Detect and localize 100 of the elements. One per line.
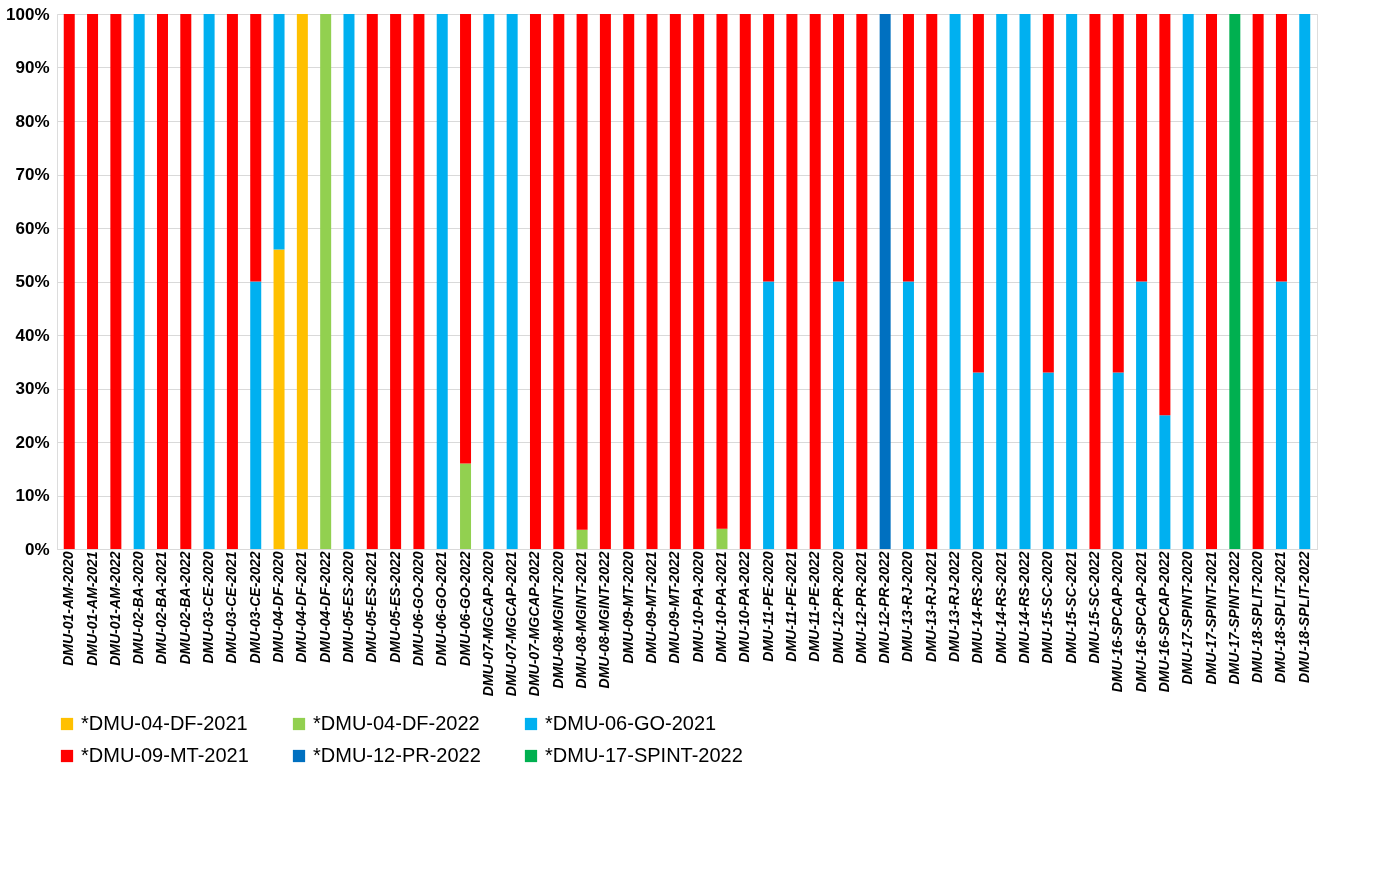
bar bbox=[1252, 14, 1264, 549]
y-tick-label: 70% bbox=[15, 165, 50, 184]
bar bbox=[763, 281, 775, 549]
x-tick-label: DMU-16-SPCAP-2022 bbox=[1155, 551, 1172, 693]
x-tick-label: DMU-01-AM-2022 bbox=[106, 551, 123, 666]
bar bbox=[460, 14, 472, 464]
x-tick-label: DMU-15-SC-2021 bbox=[1062, 551, 1079, 664]
x-tick-label: DMU-15-SC-2022 bbox=[1085, 551, 1102, 664]
legend-label: *DMU-06-GO-2021 bbox=[545, 712, 717, 734]
x-tick-label: DMU-06-GO-2021 bbox=[433, 551, 450, 666]
bar bbox=[1275, 281, 1287, 549]
legend-label: *DMU-04-DF-2022 bbox=[313, 712, 480, 734]
bar bbox=[926, 14, 938, 549]
bar bbox=[506, 14, 518, 549]
y-tick-label: 100% bbox=[6, 4, 50, 24]
x-tick-label: DMU-10-PA-2021 bbox=[712, 551, 729, 663]
bar bbox=[1182, 14, 1194, 549]
x-tick-label: DMU-02-BA-2022 bbox=[176, 551, 193, 665]
bar bbox=[833, 14, 845, 282]
x-tick-label: DMU-01-AM-2021 bbox=[83, 551, 100, 666]
x-tick-label: DMU-14-RS-2021 bbox=[992, 551, 1009, 664]
bar bbox=[1159, 14, 1171, 416]
bar bbox=[1066, 14, 1078, 549]
x-tick-label: DMU-18-SPLIT-2022 bbox=[1295, 551, 1312, 683]
bar bbox=[693, 14, 705, 549]
bar bbox=[809, 14, 821, 549]
bar bbox=[203, 14, 215, 549]
x-tick-label: DMU-08-MGINT-2020 bbox=[549, 551, 566, 689]
bar bbox=[273, 249, 285, 549]
legend-label: *DMU-09-MT-2021 bbox=[81, 744, 249, 766]
x-tick-label: DMU-13-RJ-2022 bbox=[946, 551, 963, 662]
y-tick-label: 40% bbox=[15, 325, 50, 345]
legend-label: *DMU-04-DF-2021 bbox=[81, 712, 248, 734]
x-tick-label: DMU-08-MGINT-2021 bbox=[573, 551, 590, 689]
x-tick-label: DMU-17-SPINT-2020 bbox=[1179, 551, 1196, 685]
bar bbox=[390, 14, 402, 549]
bar bbox=[529, 14, 541, 549]
y-tick-label: 60% bbox=[15, 218, 50, 238]
x-tick-label: DMU-13-RJ-2021 bbox=[922, 551, 939, 662]
x-tick-label: DMU-04-DF-2021 bbox=[293, 551, 310, 663]
x-tick-label: DMU-10-PA-2022 bbox=[736, 551, 753, 663]
bar bbox=[1112, 372, 1124, 549]
y-tick-label: 0% bbox=[24, 539, 50, 559]
bar bbox=[226, 14, 238, 549]
x-tick-label: DMU-04-DF-2022 bbox=[316, 551, 333, 663]
bar bbox=[1275, 14, 1287, 282]
bar bbox=[413, 14, 425, 549]
x-tick-label: DMU-03-CE-2022 bbox=[246, 551, 263, 664]
x-tick-label: DMU-09-MT-2021 bbox=[643, 551, 660, 664]
bar bbox=[156, 14, 168, 549]
x-tick-label: DMU-18-SPLIT-2020 bbox=[1249, 551, 1266, 683]
x-tick-label: DMU-08-MGINT-2022 bbox=[596, 551, 613, 689]
bar bbox=[343, 14, 355, 549]
y-tick-label: 50% bbox=[15, 272, 50, 291]
bar bbox=[1019, 14, 1031, 549]
bar bbox=[296, 14, 308, 549]
x-tick-label: DMU-18-SPLIT-2021 bbox=[1272, 551, 1289, 683]
x-tick-label: DMU-12-PR-2020 bbox=[829, 551, 846, 664]
x-tick-label: DMU-13-RJ-2020 bbox=[899, 551, 916, 662]
x-tick-label: DMU-06-GO-2020 bbox=[409, 551, 426, 666]
x-tick-label: DMU-10-PA-2020 bbox=[689, 551, 706, 663]
bar bbox=[902, 281, 914, 549]
bar bbox=[87, 14, 99, 549]
bar bbox=[1299, 14, 1311, 549]
x-tick-label: DMU-02-BA-2021 bbox=[153, 551, 170, 665]
bar bbox=[483, 14, 495, 549]
x-tick-label: DMU-11-PE-2021 bbox=[782, 551, 799, 662]
bar bbox=[599, 14, 611, 549]
bar bbox=[1136, 281, 1148, 549]
x-tick-label: DMU-07-MGCAP-2022 bbox=[526, 551, 543, 697]
bar bbox=[436, 14, 448, 549]
bar bbox=[996, 14, 1008, 549]
y-tick-label: 10% bbox=[15, 486, 50, 505]
x-tick-label: DMU-07-MGCAP-2020 bbox=[479, 551, 496, 697]
bar bbox=[716, 14, 728, 529]
bar bbox=[739, 14, 751, 549]
bar bbox=[366, 14, 378, 549]
bar bbox=[110, 14, 122, 549]
bar bbox=[972, 372, 984, 549]
bar bbox=[786, 14, 798, 549]
x-tick-label: DMU-16-SPCAP-2021 bbox=[1132, 551, 1149, 693]
bar bbox=[320, 14, 332, 549]
bar bbox=[949, 14, 961, 549]
bar bbox=[833, 281, 845, 549]
bar bbox=[716, 528, 728, 549]
bar bbox=[133, 14, 145, 549]
bar bbox=[1042, 14, 1054, 373]
x-tick-label: DMU-09-MT-2020 bbox=[619, 551, 636, 664]
x-tick-label: DMU-16-SPCAP-2020 bbox=[1109, 551, 1126, 693]
x-tick-label: DMU-04-DF-2020 bbox=[270, 551, 287, 663]
x-tick-label: DMU-03-CE-2021 bbox=[223, 551, 240, 664]
bar bbox=[623, 14, 635, 549]
x-tick-label: DMU-14-RS-2022 bbox=[1016, 551, 1033, 664]
bar bbox=[1206, 14, 1218, 549]
bar bbox=[1136, 14, 1148, 282]
x-tick-label: DMU-11-PE-2022 bbox=[806, 551, 823, 662]
y-tick-label: 90% bbox=[15, 58, 50, 77]
bar bbox=[646, 14, 658, 549]
bar bbox=[1112, 14, 1124, 373]
bar bbox=[856, 14, 868, 549]
